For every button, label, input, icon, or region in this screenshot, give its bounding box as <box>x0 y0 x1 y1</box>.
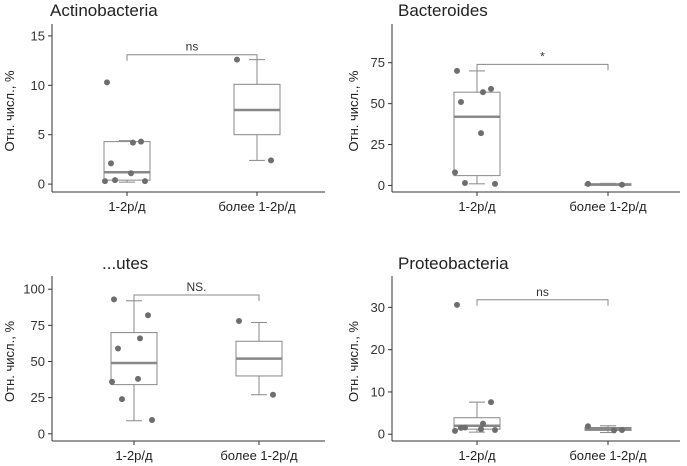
data-point <box>111 296 117 303</box>
x-tick-label: 1-2р/д <box>458 448 496 463</box>
significance-bracket <box>476 63 609 71</box>
data-point <box>478 426 484 433</box>
data-point <box>236 318 242 325</box>
data-point <box>138 138 144 145</box>
data-point <box>462 180 468 186</box>
data-point <box>109 378 115 385</box>
data-point <box>492 180 498 187</box>
y-tick-label: 75 <box>31 318 45 333</box>
data-point <box>108 160 114 167</box>
data-point <box>115 345 121 352</box>
data-point <box>135 375 141 382</box>
y-tick-label: 20 <box>371 342 385 357</box>
data-point <box>119 396 125 403</box>
panel-title: Proteobacteria <box>398 254 509 273</box>
data-point <box>619 181 625 188</box>
data-point <box>268 157 274 164</box>
significance-bracket <box>133 294 260 302</box>
data-point <box>458 99 464 105</box>
data-point <box>492 427 498 434</box>
x-tick-label: 1-2р/д <box>115 448 153 463</box>
x-tick-label: 1-2р/д <box>458 199 496 214</box>
panel-title: ...utes <box>102 254 148 273</box>
y-tick-label: 5 <box>38 127 45 142</box>
panel-proteobacteria: Proteobacteria Отн. числ., % 0 10 20 30 1-2р/д… <box>346 254 680 463</box>
data-point <box>619 427 625 434</box>
significance-label: NS. <box>186 280 206 294</box>
significance-label: ns <box>186 40 199 54</box>
data-point <box>488 399 494 406</box>
y-tick-label: 25 <box>31 390 45 405</box>
y-tick-label: 75 <box>371 55 385 70</box>
y-tick-label: 100 <box>23 282 45 297</box>
data-point <box>128 170 134 177</box>
data-point <box>149 417 155 424</box>
data-point <box>611 427 617 434</box>
y-axis-label: Отн. числ., % <box>346 70 361 151</box>
y-axis-label: Отн. числ., % <box>2 321 17 402</box>
y-axis-label: Отн. числ., % <box>346 321 361 402</box>
data-point <box>478 130 484 137</box>
data-point <box>488 85 494 92</box>
significance-label: ns <box>536 285 549 299</box>
y-tick-label: 0 <box>38 177 45 192</box>
x-tick-label: более 1-2р/д <box>569 199 647 214</box>
panel-title: Bacteroides <box>398 1 488 20</box>
x-tick-label: 1-2р/д <box>108 199 146 214</box>
y-tick-label: 0 <box>38 426 45 441</box>
y-tick-label: 10 <box>371 384 385 399</box>
significance-bracket <box>126 54 258 61</box>
data-point <box>102 178 108 185</box>
data-point <box>462 424 468 431</box>
y-tick-label: 10 <box>31 78 45 93</box>
x-tick-label: более 1-2р/д <box>218 199 296 214</box>
panel-title: Actinobacteria <box>50 1 158 20</box>
data-point <box>480 420 486 427</box>
data-point <box>585 180 591 187</box>
y-axis-label: Отн. числ., % <box>2 70 17 151</box>
x-tick-label: более 1-2р/д <box>569 448 647 463</box>
y-tick-label: 30 <box>371 300 385 315</box>
data-point <box>130 139 136 146</box>
y-tick-label: 0 <box>378 178 385 193</box>
y-tick-label: 0 <box>378 427 385 442</box>
panel-actinobacteria: Actinobacteria Отн. числ., % 0 5 10 15 1-2р/д б… <box>2 1 325 214</box>
significance-label: * <box>540 49 545 63</box>
data-point <box>454 301 460 308</box>
box-iqr <box>110 332 158 386</box>
box-iqr <box>453 91 501 177</box>
data-point <box>270 391 276 398</box>
data-point <box>585 423 591 430</box>
y-tick-label: 15 <box>31 28 45 43</box>
panel-bacteroides: Bacteroides Отн. числ., % 0 25 50 75 1-2р/д бол… <box>346 1 680 214</box>
data-point <box>137 335 143 342</box>
significance-bracket <box>476 299 609 306</box>
data-point <box>454 67 460 74</box>
data-point <box>234 56 240 63</box>
y-tick-label: 50 <box>31 354 45 369</box>
y-tick-label: 25 <box>371 137 385 152</box>
data-point <box>142 178 148 185</box>
y-tick-label: 50 <box>371 96 385 111</box>
data-point <box>452 169 458 176</box>
data-point <box>452 427 458 434</box>
box-iqr <box>453 417 501 430</box>
data-point <box>145 312 151 319</box>
data-point <box>480 89 486 96</box>
x-tick-label: более 1-2р/д <box>220 448 298 463</box>
panel-firmicutes: ...utes Отн. числ., % 0 25 50 75 100 1-2р/д боле… <box>2 254 325 463</box>
data-point <box>104 79 110 86</box>
data-point <box>112 177 118 184</box>
